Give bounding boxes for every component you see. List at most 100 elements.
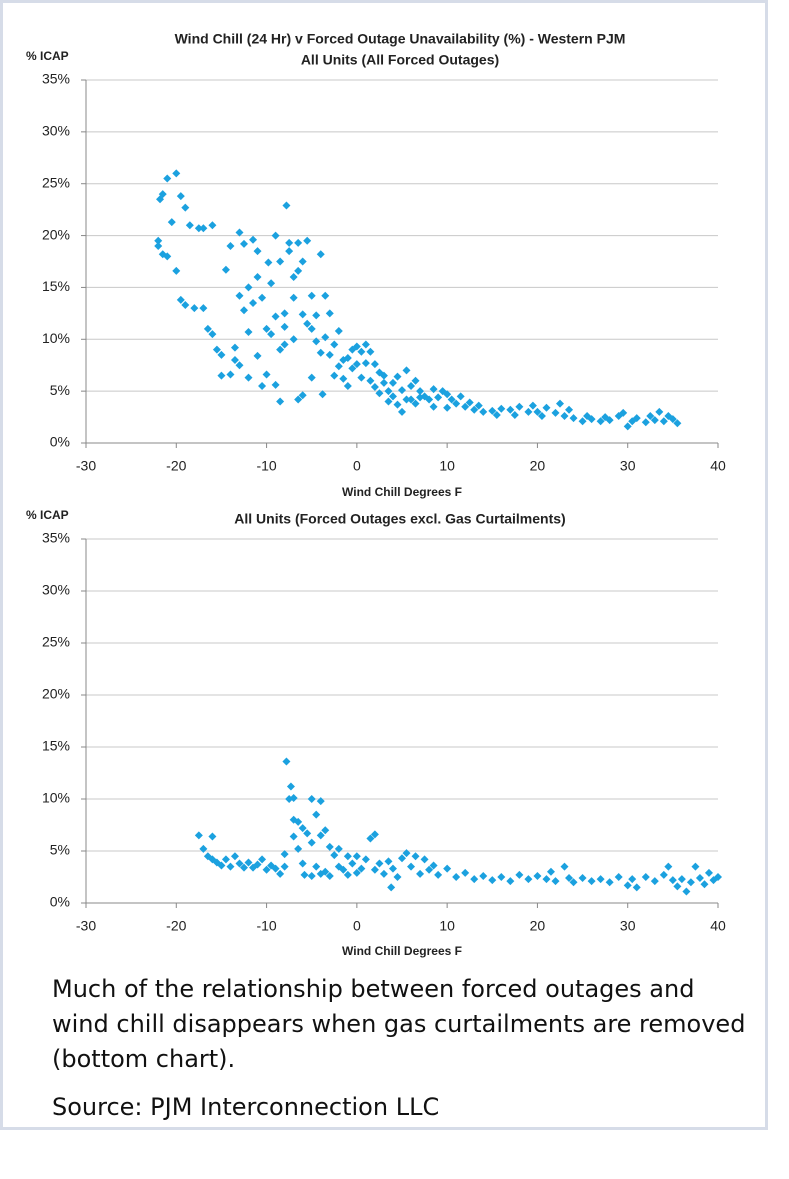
point (316, 797, 325, 806)
point (659, 417, 668, 426)
point (172, 266, 181, 275)
point (565, 874, 574, 883)
point (339, 374, 348, 383)
x-tick-label: -10 (256, 918, 276, 934)
point (343, 870, 352, 879)
point (294, 395, 303, 404)
point (307, 373, 316, 382)
point (429, 402, 438, 411)
point (217, 350, 226, 359)
point (470, 875, 479, 884)
point (686, 878, 695, 887)
point (321, 867, 330, 876)
point (285, 238, 294, 247)
x-tick-label: 30 (620, 918, 636, 934)
point (357, 373, 366, 382)
source: Source: PJM Interconnection LLC (52, 1093, 440, 1121)
point (434, 393, 443, 402)
point (664, 862, 673, 871)
point (691, 862, 700, 871)
point (650, 877, 659, 886)
charts: Wind Chill (24 Hr) v Forced Outage Unava… (26, 31, 726, 958)
point (185, 221, 194, 230)
x-tick-label: 0 (353, 918, 361, 934)
point (623, 422, 632, 431)
point (384, 387, 393, 396)
point (596, 875, 605, 884)
point (551, 408, 560, 417)
point (286, 782, 295, 791)
point (497, 873, 506, 881)
point (294, 238, 303, 247)
point (429, 385, 438, 394)
point (668, 876, 677, 885)
point (240, 239, 248, 248)
point (298, 391, 307, 400)
x-axis-label: Wind Chill Degrees F (342, 944, 462, 958)
point (240, 306, 248, 315)
point (294, 844, 303, 853)
point (632, 414, 641, 423)
point (352, 342, 361, 351)
point (668, 415, 677, 424)
point (221, 265, 230, 274)
point (312, 810, 321, 819)
point (282, 757, 291, 766)
point (307, 871, 316, 880)
point (641, 418, 650, 427)
point (298, 310, 307, 319)
point (361, 340, 370, 349)
point (366, 347, 375, 356)
point (569, 878, 578, 887)
point (318, 390, 327, 399)
point (208, 330, 217, 339)
point (300, 870, 309, 879)
y-tick-label: 15% (42, 738, 70, 754)
point (655, 407, 664, 416)
point (366, 376, 375, 385)
point (370, 865, 379, 874)
point (379, 371, 388, 380)
y-tick-label: 25% (42, 634, 70, 650)
point (565, 405, 574, 414)
point (267, 279, 276, 288)
point (307, 795, 316, 803)
point (325, 309, 334, 318)
point (316, 831, 325, 840)
point (488, 406, 497, 415)
point (253, 860, 262, 869)
point (343, 381, 352, 390)
point (235, 859, 244, 868)
x-tick-label: -30 (76, 458, 96, 474)
point (262, 324, 271, 333)
point (619, 408, 628, 417)
point (533, 871, 542, 880)
point (578, 417, 587, 426)
point (321, 826, 330, 835)
x-axis-label: Wind Chill Degrees F (342, 485, 462, 499)
point (465, 398, 474, 407)
point (479, 407, 488, 416)
point (416, 869, 425, 878)
point (172, 169, 181, 178)
point (330, 371, 339, 380)
y-tick-label: 30% (42, 582, 70, 598)
point (370, 382, 379, 391)
point (673, 882, 682, 891)
point (230, 343, 239, 352)
point (361, 359, 370, 368)
x-tick-label: 30 (620, 458, 636, 474)
y-tick-label: 30% (42, 123, 70, 139)
y-tick-label: 5% (50, 842, 70, 858)
point (249, 298, 258, 307)
point (294, 266, 303, 275)
point (316, 348, 325, 357)
point (194, 224, 203, 233)
point (393, 400, 402, 409)
point (226, 241, 235, 250)
point (393, 372, 402, 381)
point (190, 304, 199, 313)
point (614, 873, 623, 881)
y-tick-label: 20% (42, 686, 70, 702)
x-tick-label: -30 (76, 918, 96, 934)
